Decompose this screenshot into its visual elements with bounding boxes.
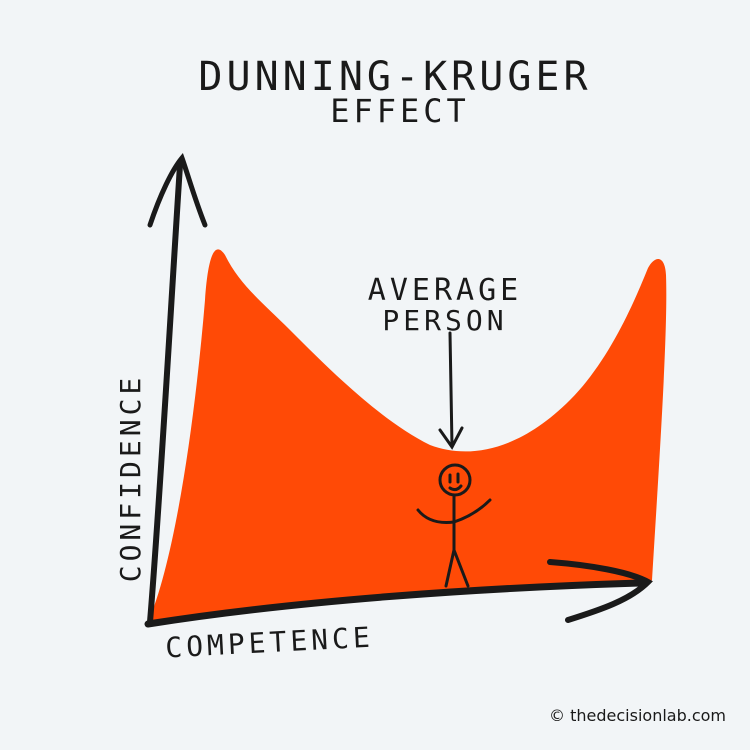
annotation-line-2: PERSON	[382, 304, 507, 337]
y-axis-arrowhead-icon	[147, 153, 208, 228]
x-axis-arrowhead-icon	[547, 559, 653, 623]
average-person-figure	[416, 463, 492, 588]
y-axis-arrow	[147, 162, 183, 625]
title-line-2: EFFECT	[330, 92, 470, 130]
confidence-curve-area	[148, 249, 667, 622]
annotation-arrow	[438, 331, 464, 450]
watermark: © thedecisionlab.com	[549, 706, 726, 725]
annotation-line-1: AVERAGE	[368, 273, 522, 308]
title-line-1: DUNNING-KRUGER	[198, 54, 591, 100]
x-axis-label: COMPETENCE	[164, 621, 374, 665]
y-axis-label: CONFIDENCE	[114, 374, 147, 583]
x-axis-arrow	[144, 579, 644, 628]
